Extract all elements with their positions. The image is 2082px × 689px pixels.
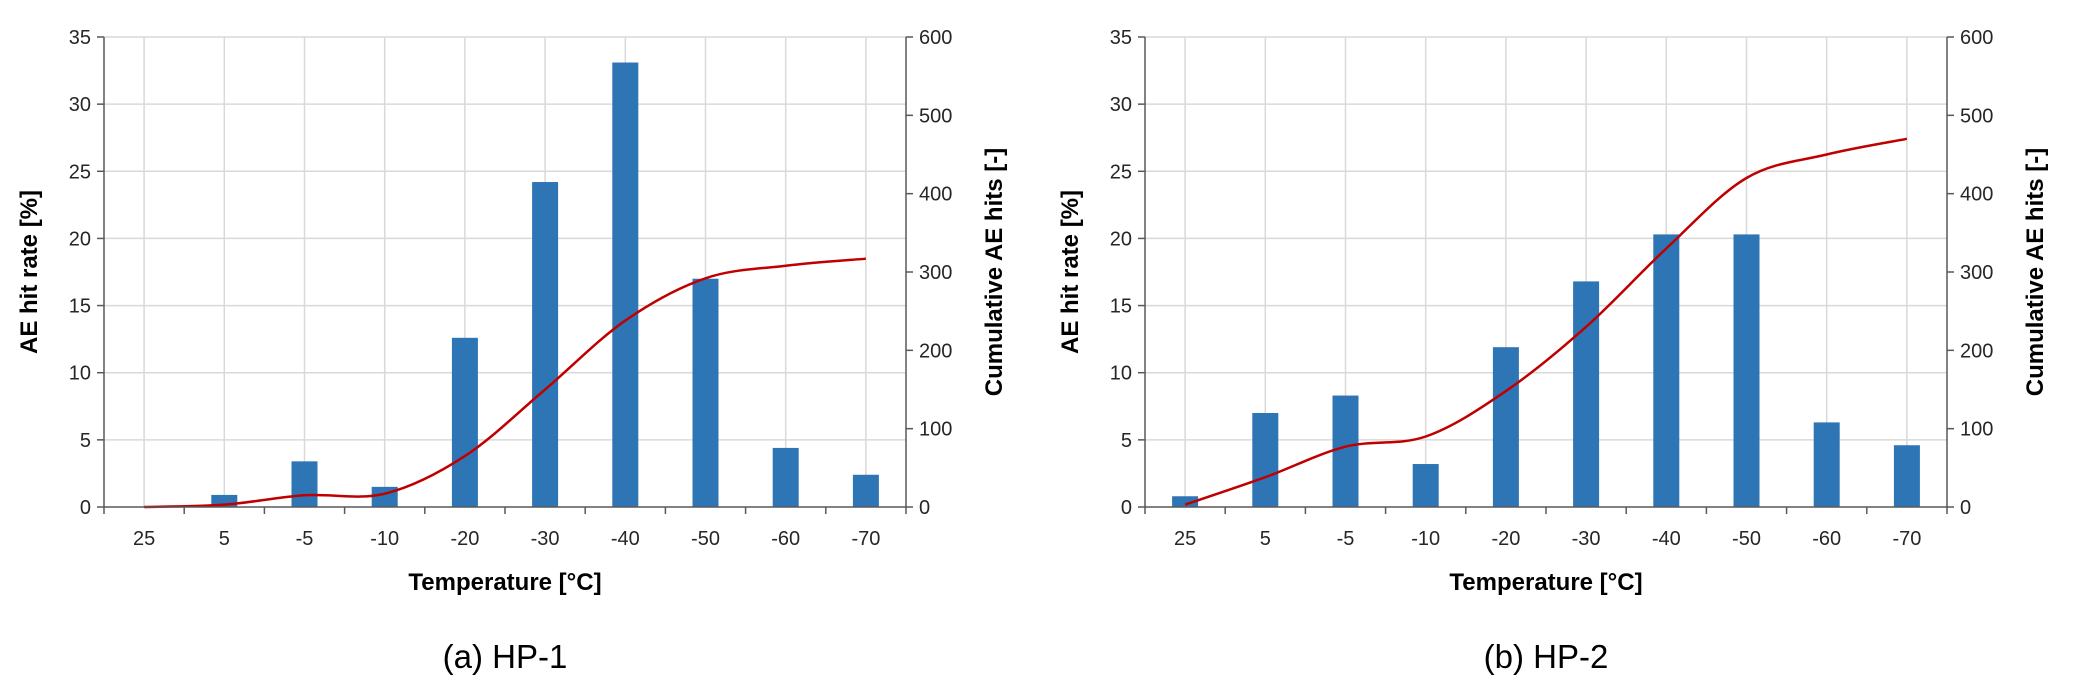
bar [1893,445,1920,507]
x-tick-label: -40 [1652,528,1681,550]
x-tick-label: -10 [1411,528,1440,550]
x-tick-label: -5 [296,528,314,550]
bar [852,474,879,507]
x-tick-label: -30 [1572,528,1601,550]
bar [612,62,639,508]
y-tick-label: 5 [1121,430,1132,452]
bar [1813,422,1840,507]
x-tick-label: 25 [133,528,155,550]
x-tick-label: 25 [1174,528,1196,550]
x-axis-title: Temperature [°C] [408,569,601,596]
chart-caption: (b) HP-2 [1484,638,1609,675]
bar [451,337,478,507]
x-tick-label: 5 [219,528,230,550]
y-tick-label: 30 [1110,94,1132,116]
x-tick-label: 5 [1260,528,1271,550]
y2-axis-title: Cumulative AE hits [-] [981,148,1008,396]
y-axis-title: AE hit rate [%] [1057,190,1084,354]
bar [1492,347,1519,507]
x-tick-label: -10 [370,528,399,550]
axes: 0 5 10 15 20 25 30 35 0 100 200 300 400 500 600 25 5 -5 -1… [1110,27,1994,550]
y2-tick-label: 100 [919,419,952,441]
cumulative-line [1184,137,1908,506]
gridlines [104,36,906,507]
y2-tick-label: 500 [1960,105,1993,127]
y2-tick-label: 300 [1960,262,1993,284]
bar [1252,413,1279,507]
y-tick-label: 25 [69,161,91,183]
x-tick-label: -70 [1892,528,1921,550]
x-tick-label: -60 [771,528,800,550]
y2-tick-label: 400 [919,184,952,206]
bar [1573,281,1600,507]
y2-tick-label: 600 [1960,27,1993,49]
bar [1733,234,1760,507]
chart-caption: (a) HP-1 [443,638,568,675]
x-tick-label: -60 [1812,528,1841,550]
bar [1332,395,1359,507]
bar [1172,496,1199,507]
bar [1412,464,1439,507]
x-tick-label: -20 [450,528,479,550]
x-tick-label: -50 [1732,528,1761,550]
y2-tick-label: 300 [919,262,952,284]
x-tick-label: -70 [851,528,880,550]
chart-panel-a: 0 5 10 15 20 25 30 35 0 100 200 300 400 500 600 25 5 -5 -1… [16,27,1008,675]
y-tick-label: 0 [80,497,91,519]
y2-tick-label: 200 [919,340,952,362]
y2-tick-label: 200 [1960,340,1993,362]
y-tick-label: 35 [69,27,91,49]
cumulative-line [144,257,867,509]
bar-series [1172,234,1920,507]
y2-tick-label: 400 [1960,184,1993,206]
chart-panel-b: 0 5 10 15 20 25 30 35 0 100 200 300 400 500 600 25 5 -5 -1… [1041,0,2082,689]
bar [532,182,559,507]
y-tick-label: 15 [1110,296,1132,318]
chart-b-svg: 0 5 10 15 20 25 30 35 0 100 200 300 400 500 600 25 5 -5 -1… [1057,27,2049,675]
bar [291,461,318,507]
y-tick-label: 20 [69,228,91,250]
x-tick-label: -30 [531,528,560,550]
y2-tick-label: 0 [1960,497,1971,519]
y-tick-label: 10 [69,363,91,385]
axes: 0 5 10 15 20 25 30 35 0 100 200 300 400 500 600 25 5 -5 -1… [69,27,953,550]
y2-tick-label: 500 [919,105,952,127]
bar-series [211,62,879,508]
x-tick-label: -50 [691,528,720,550]
y-tick-label: 25 [1110,161,1132,183]
y-axis-title: AE hit rate [%] [16,190,43,354]
y2-axis-title: Cumulative AE hits [-] [2022,148,2049,396]
y-tick-label: 15 [69,296,91,318]
y-tick-label: 35 [1110,27,1132,49]
y-tick-label: 30 [69,94,91,116]
x-axis-title: Temperature [°C] [1449,569,1642,596]
bar [772,447,799,507]
y2-tick-label: 100 [1960,419,1993,441]
y-tick-label: 10 [1110,363,1132,385]
chart-a-svg: 0 5 10 15 20 25 30 35 0 100 200 300 400 500 600 25 5 -5 -1… [16,27,1008,675]
x-tick-label: -40 [611,528,640,550]
x-tick-label: -20 [1491,528,1520,550]
y-tick-label: 0 [1121,497,1132,519]
x-tick-label: -5 [1337,528,1355,550]
y-tick-label: 20 [1110,228,1132,250]
y2-tick-label: 0 [919,497,930,519]
y-tick-label: 5 [80,430,91,452]
y2-tick-label: 600 [919,27,952,49]
bar [692,278,719,507]
bar [1653,234,1680,507]
